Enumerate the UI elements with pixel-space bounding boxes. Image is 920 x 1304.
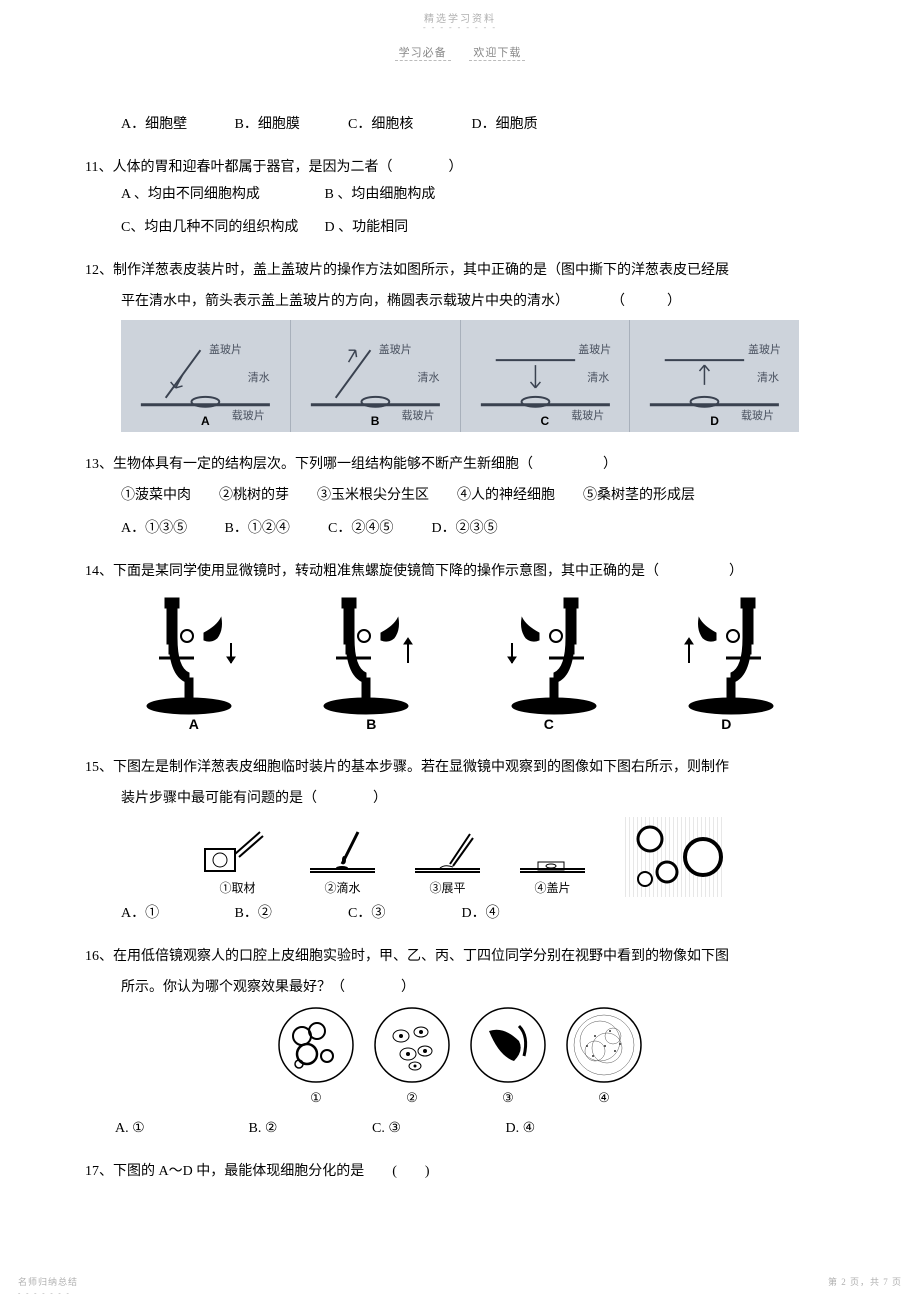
q12-labelC: C: [541, 412, 550, 430]
q16-optC: C. ③: [372, 1118, 502, 1139]
q13-items: ①菠菜中肉 ②桃树的芽 ③玉米根尖分生区 ④人的神经细胞 ⑤桑树茎的形成层: [85, 485, 835, 506]
q11-optB: B 、均由细胞构成: [325, 184, 436, 205]
q16-optB: B. ②: [249, 1118, 369, 1139]
microscope-b-icon: [316, 588, 426, 718]
step1-icon: [195, 824, 280, 879]
watermark-dashes: - - - - - - - - -: [0, 23, 920, 32]
q14-stem: 14、下面是某同学使用显微镜时，转动粗准焦螺旋使镜筒下降的操作示意图，其中正确的…: [85, 561, 835, 582]
q15-optC: C．③: [348, 903, 458, 924]
q12-stem1: 12、制作洋葱表皮装片时，盖上盖玻片的操作方法如图所示，其中正确的是（图中撕下的…: [85, 260, 835, 281]
q15-figure: ①取材 ②滴水 ③展平 ④盖片: [85, 817, 835, 897]
step4-icon: [510, 824, 595, 879]
microscope-a-icon: [139, 588, 249, 718]
q12-figure: 盖玻片 清水 载玻片 A 盖玻片 清水 载玻片 B: [121, 320, 799, 432]
step2-icon: [300, 824, 385, 879]
q12c-gbp: 盖玻片: [578, 342, 611, 359]
sub-header: 学习必备 欢迎下载: [0, 44, 920, 60]
q11-stem: 11、人体的胃和迎春叶都属于器官，是因为二者（ ）: [85, 157, 835, 178]
microscope-d-icon: [671, 588, 781, 718]
sub-right: 欢迎下载: [469, 47, 525, 61]
watermark-text: 精选学习资料: [0, 0, 920, 25]
q15-stem2: 装片步骤中最可能有问题的是（ ）: [85, 788, 835, 809]
q15-s4: ④盖片: [510, 879, 595, 897]
bubbles-view-icon: [625, 817, 725, 897]
q12a-gbp: 盖玻片: [209, 342, 242, 359]
q10-optA: A．细胞壁: [121, 114, 231, 135]
footer-left-dash: - - - - - - -: [18, 1289, 71, 1297]
q10-optC: C．细胞核: [348, 114, 468, 135]
q15-optA: A．①: [121, 903, 231, 924]
q16-c3: ③: [469, 1088, 547, 1108]
q16-optD: D. ④: [506, 1118, 606, 1139]
q11-optC: C、均由几种不同的组织构成: [121, 217, 321, 238]
q11-optD: D 、功能相同: [325, 217, 409, 238]
q13-optC: C．②④⑤: [328, 518, 428, 539]
footer-left: 名师归纳总结: [18, 1275, 78, 1288]
q16-c2: ②: [373, 1088, 451, 1108]
view2-icon: [373, 1006, 451, 1084]
sub-left: 学习必备: [395, 47, 451, 61]
q12c-qs: 清水: [587, 370, 609, 387]
q16-c1: ①: [277, 1088, 355, 1108]
q15-optD: D．④: [462, 903, 572, 924]
q10-options: A．细胞壁 B．细胞膜 C．细胞核 D．细胞质: [85, 114, 835, 135]
q12-stem2: 平在清水中，箭头表示盖上盖玻片的方向，椭圆表示载玻片中央的清水） （ ）: [85, 291, 835, 312]
q12b-gbp: 盖玻片: [379, 342, 412, 359]
q14-figure: A: [85, 588, 835, 735]
q12c-zbp: 载玻片: [571, 408, 604, 425]
q17: 17、下图的 A～D 中，最能体现细胞分化的是 ( ): [85, 1161, 835, 1182]
q15-s2: ②滴水: [300, 879, 385, 897]
q16-figure: ① ②: [85, 1006, 835, 1108]
q12-labelD: D: [710, 412, 719, 430]
q12b-qs: 清水: [418, 370, 440, 387]
q13: 13、生物体具有一定的结构层次。下列哪一组结构能够不断产生新细胞（ ） ①菠菜中…: [85, 454, 835, 539]
q13-optB: B．①②④: [225, 518, 325, 539]
q16-stem2: 所示。你认为哪个观察效果最好？（ ）: [85, 977, 835, 998]
q15-s3: ③展平: [405, 879, 490, 897]
q11: 11、人体的胃和迎春叶都属于器官，是因为二者（ ） A 、均由不同细胞构成 B …: [85, 157, 835, 238]
q12a-zbp: 载玻片: [232, 408, 265, 425]
q16: 16、在用低倍镜观察人的口腔上皮细胞实验时，甲、乙、丙、丁四位同学分别在视野中看…: [85, 946, 835, 1139]
q15-stem1: 15、下图左是制作洋葱表皮细胞临时装片的基本步骤。若在显微镜中观察到的图像如下图…: [85, 757, 835, 778]
q16-optA: A. ①: [115, 1118, 245, 1139]
q16-stem1: 16、在用低倍镜观察人的口腔上皮细胞实验时，甲、乙、丙、丁四位同学分别在视野中看…: [85, 946, 835, 967]
q12b-zbp: 载玻片: [402, 408, 435, 425]
q10-optB: B．细胞膜: [235, 114, 345, 135]
microscope-c-icon: [494, 588, 604, 718]
view4-icon: [565, 1006, 643, 1084]
step3-icon: [405, 824, 490, 879]
q12-labelB: B: [371, 412, 380, 430]
q13-stem: 13、生物体具有一定的结构层次。下列哪一组结构能够不断产生新细胞（ ）: [85, 454, 835, 475]
q15-optB: B．②: [235, 903, 345, 924]
q11-optA: A 、均由不同细胞构成: [121, 184, 321, 205]
q15-s1: ①取材: [195, 879, 280, 897]
q10-optD: D．细胞质: [472, 114, 582, 135]
q12d-zbp: 载玻片: [741, 408, 774, 425]
footer-right: 第 2 页，共 7 页: [828, 1275, 902, 1288]
view1-icon: [277, 1006, 355, 1084]
q13-optD: D．②③⑤: [432, 518, 532, 539]
q12a-qs: 清水: [248, 370, 270, 387]
q12d-qs: 清水: [757, 370, 779, 387]
view3-icon: [469, 1006, 547, 1084]
q17-stem: 17、下图的 A～D 中，最能体现细胞分化的是 ( ): [85, 1161, 835, 1182]
q14: 14、下面是某同学使用显微镜时，转动粗准焦螺旋使镜筒下降的操作示意图，其中正确的…: [85, 561, 835, 735]
q12-labelA: A: [201, 412, 210, 430]
q12: 12、制作洋葱表皮装片时，盖上盖玻片的操作方法如图所示，其中正确的是（图中撕下的…: [85, 260, 835, 432]
q12d-gbp: 盖玻片: [748, 342, 781, 359]
q15: 15、下图左是制作洋葱表皮细胞临时装片的基本步骤。若在显微镜中观察到的图像如下图…: [85, 757, 835, 924]
q16-c4: ④: [565, 1088, 643, 1108]
q13-optA: A．①③⑤: [121, 518, 221, 539]
